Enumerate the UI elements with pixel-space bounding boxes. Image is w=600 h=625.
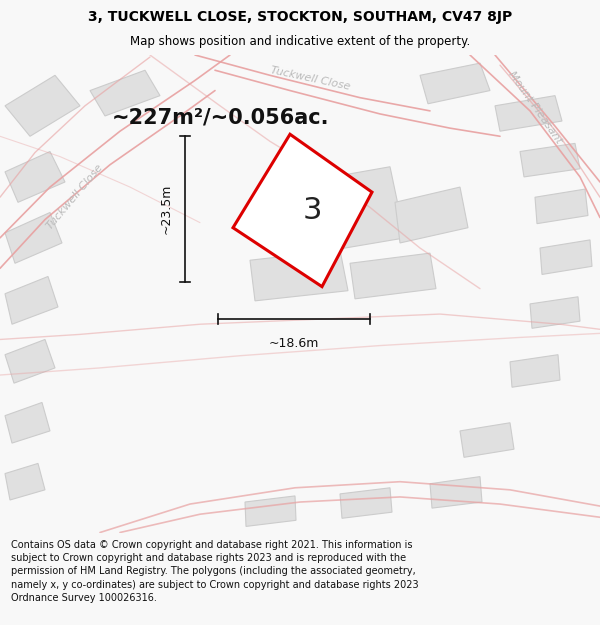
- Polygon shape: [245, 496, 296, 526]
- Polygon shape: [233, 134, 372, 287]
- Polygon shape: [520, 143, 580, 177]
- Polygon shape: [395, 187, 468, 243]
- Text: 3, TUCKWELL CLOSE, STOCKTON, SOUTHAM, CV47 8JP: 3, TUCKWELL CLOSE, STOCKTON, SOUTHAM, CV…: [88, 9, 512, 24]
- Polygon shape: [5, 276, 58, 324]
- Polygon shape: [5, 463, 45, 500]
- Text: ~23.5m: ~23.5m: [160, 184, 173, 234]
- Text: ~227m²/~0.056ac.: ~227m²/~0.056ac.: [111, 108, 329, 128]
- Polygon shape: [540, 240, 592, 274]
- Polygon shape: [430, 477, 482, 508]
- Polygon shape: [5, 402, 50, 443]
- Text: ~18.6m: ~18.6m: [269, 338, 319, 351]
- Polygon shape: [350, 253, 436, 299]
- Polygon shape: [5, 151, 65, 202]
- Polygon shape: [530, 297, 580, 328]
- Text: Map shows position and indicative extent of the property.: Map shows position and indicative extent…: [130, 35, 470, 48]
- Polygon shape: [90, 70, 160, 116]
- Text: 3: 3: [302, 196, 322, 224]
- Text: Tuckwell Close: Tuckwell Close: [269, 65, 351, 92]
- Polygon shape: [510, 355, 560, 388]
- Polygon shape: [495, 96, 562, 131]
- Polygon shape: [535, 189, 588, 224]
- Polygon shape: [420, 63, 490, 104]
- Polygon shape: [5, 76, 80, 136]
- Polygon shape: [5, 339, 55, 383]
- Text: Tuckwell Close: Tuckwell Close: [45, 163, 105, 232]
- Polygon shape: [460, 422, 514, 457]
- Polygon shape: [5, 213, 62, 263]
- Polygon shape: [340, 488, 392, 518]
- Polygon shape: [250, 250, 348, 301]
- Text: Contains OS data © Crown copyright and database right 2021. This information is
: Contains OS data © Crown copyright and d…: [11, 540, 418, 602]
- Text: Mount Pleasant: Mount Pleasant: [506, 70, 564, 146]
- Polygon shape: [275, 167, 405, 258]
